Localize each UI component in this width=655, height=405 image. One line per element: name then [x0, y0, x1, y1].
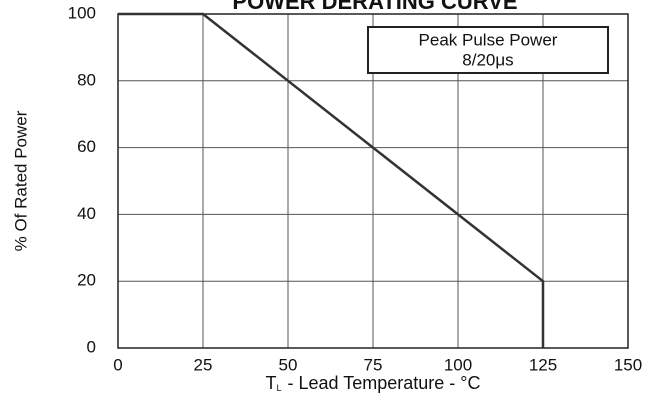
y-tick-label: 40 — [77, 204, 96, 223]
x-tick-label: 50 — [279, 355, 298, 374]
y-tick-label: 80 — [77, 70, 96, 89]
annotation-box — [367, 26, 609, 74]
x-axis-label: TL - Lead Temperature - °C — [266, 373, 481, 394]
y-axis-label: % Of Rated Power — [11, 110, 30, 251]
annotation-text: 8/20μs — [462, 50, 513, 69]
data-line — [118, 12, 545, 348]
x-tick-label: 75 — [364, 355, 383, 374]
x-tick-label: 0 — [113, 355, 122, 374]
x-label-subscript: L — [277, 383, 282, 393]
x-tick-label: 25 — [194, 355, 213, 374]
chart-title: POWER DERATING CURVE — [232, 0, 517, 14]
y-tick-label: 60 — [77, 137, 96, 156]
annotation-text: Peak Pulse Power — [419, 30, 558, 49]
x-label-text: - Lead Temperature - °C — [288, 373, 481, 393]
x-tick-label: 125 — [529, 355, 557, 374]
y-tick-label: 20 — [77, 271, 96, 290]
y-tick-label: 0 — [87, 337, 96, 356]
x-tick-label: 150 — [614, 355, 642, 374]
y-tick-label: 100 — [68, 3, 96, 22]
plot-frame — [117, 13, 629, 349]
x-tick-label: 100 — [444, 355, 472, 374]
x-label-symbol: T — [266, 373, 277, 393]
